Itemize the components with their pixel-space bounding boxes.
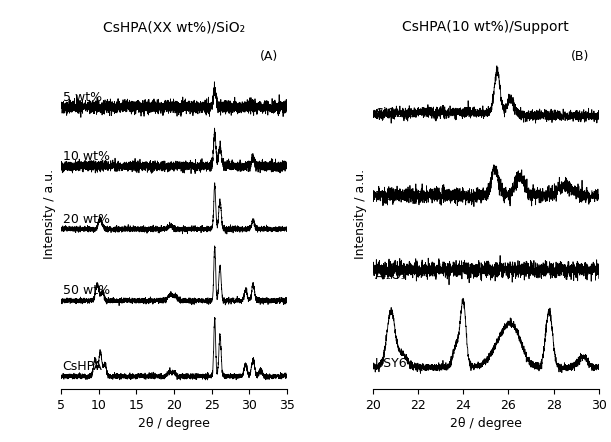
- Text: Al₂O₃: Al₂O₃: [375, 269, 407, 282]
- Y-axis label: Intensity / a.u.: Intensity / a.u.: [354, 169, 367, 259]
- X-axis label: 2θ / degree: 2θ / degree: [138, 417, 210, 430]
- Text: (B): (B): [571, 50, 590, 63]
- Text: USY6: USY6: [375, 357, 408, 370]
- X-axis label: 2θ / degree: 2θ / degree: [450, 417, 522, 430]
- Text: 10 wt%: 10 wt%: [62, 150, 109, 163]
- Text: MCM-41: MCM-41: [375, 191, 426, 203]
- Text: (A): (A): [260, 50, 278, 63]
- Title: CsHPA(10 wt%)/Support: CsHPA(10 wt%)/Support: [403, 20, 569, 34]
- Title: CsHPA(XX wt%)/SiO₂: CsHPA(XX wt%)/SiO₂: [103, 20, 245, 34]
- Text: 5 wt%: 5 wt%: [62, 91, 101, 104]
- Text: CsHPA: CsHPA: [62, 360, 103, 373]
- Y-axis label: Intensity / a.u.: Intensity / a.u.: [43, 169, 56, 259]
- Text: SiO₂: SiO₂: [375, 107, 401, 120]
- Text: 20 wt%: 20 wt%: [62, 213, 109, 226]
- Text: 50 wt%: 50 wt%: [62, 284, 110, 297]
